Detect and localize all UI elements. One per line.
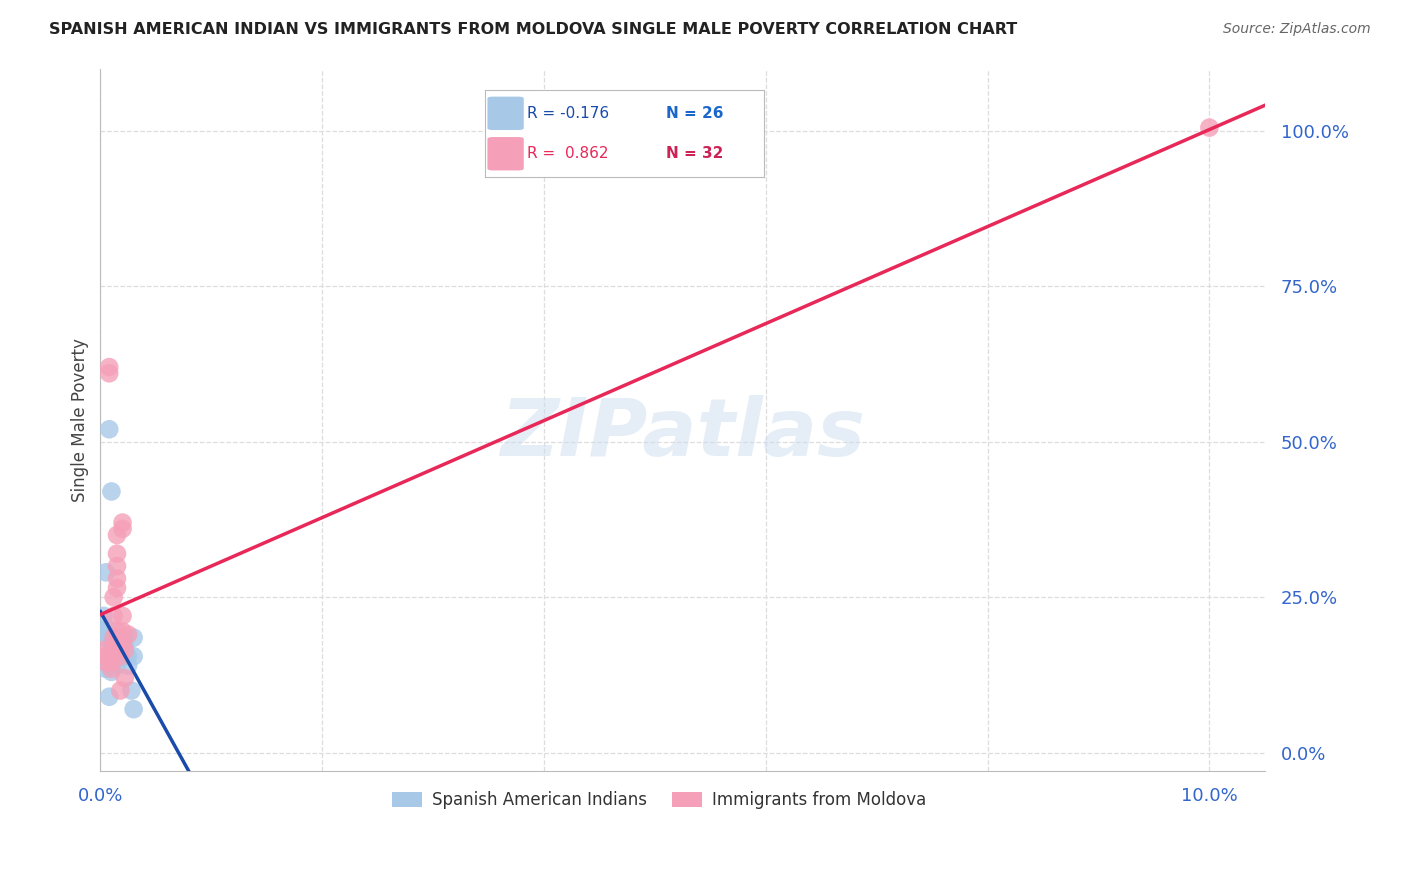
Point <box>100 656 122 670</box>
Point <box>114 671 136 685</box>
Point <box>114 643 136 657</box>
Point <box>98 649 121 664</box>
Point <box>117 649 139 664</box>
Point <box>100 637 122 651</box>
Point <box>98 360 121 375</box>
Point <box>105 637 128 651</box>
Point <box>96 621 118 635</box>
Point <box>122 702 145 716</box>
Point <box>100 643 122 657</box>
Point <box>105 649 128 664</box>
Point <box>117 658 139 673</box>
Point <box>94 649 117 664</box>
Point <box>111 624 134 639</box>
Y-axis label: Single Male Poverty: Single Male Poverty <box>72 338 89 502</box>
Point <box>105 547 128 561</box>
Point <box>103 637 125 651</box>
Point <box>98 649 121 664</box>
Point <box>94 656 117 670</box>
Text: Source: ZipAtlas.com: Source: ZipAtlas.com <box>1223 22 1371 37</box>
Point <box>122 631 145 645</box>
Point <box>91 624 114 639</box>
Point <box>105 643 128 657</box>
Point <box>111 637 134 651</box>
Point <box>103 637 125 651</box>
Point <box>111 608 134 623</box>
Point <box>103 591 125 605</box>
Point <box>94 656 117 670</box>
Point <box>105 572 128 586</box>
Point <box>98 690 121 704</box>
Point <box>103 643 125 657</box>
Point <box>105 631 128 645</box>
Point <box>103 631 125 645</box>
Point <box>122 649 145 664</box>
Point <box>103 608 125 623</box>
Point <box>105 581 128 595</box>
Point <box>98 422 121 436</box>
Point <box>110 649 132 664</box>
Point <box>94 566 117 580</box>
Point <box>111 516 134 530</box>
Legend: Spanish American Indians, Immigrants from Moldova: Spanish American Indians, Immigrants fro… <box>385 784 934 816</box>
Point <box>114 649 136 664</box>
Point <box>111 522 134 536</box>
Point <box>114 631 136 645</box>
Point <box>100 662 122 676</box>
Point <box>105 624 128 639</box>
Text: ZIPatlas: ZIPatlas <box>501 395 865 473</box>
Text: SPANISH AMERICAN INDIAN VS IMMIGRANTS FROM MOLDOVA SINGLE MALE POVERTY CORRELATI: SPANISH AMERICAN INDIAN VS IMMIGRANTS FR… <box>49 22 1018 37</box>
Point <box>105 528 128 542</box>
Point <box>100 658 122 673</box>
Point <box>98 633 121 648</box>
Point <box>1198 120 1220 135</box>
Point <box>93 608 115 623</box>
Point <box>100 631 122 645</box>
Point <box>103 649 125 664</box>
Point <box>105 559 128 574</box>
Point <box>103 631 125 645</box>
Point <box>110 683 132 698</box>
Point <box>98 366 121 380</box>
Point <box>120 683 142 698</box>
Point <box>100 484 122 499</box>
Point <box>100 665 122 679</box>
Point <box>91 643 114 657</box>
Point <box>94 662 117 676</box>
Point <box>105 658 128 673</box>
Point <box>117 627 139 641</box>
Point <box>114 640 136 654</box>
Point <box>110 649 132 664</box>
